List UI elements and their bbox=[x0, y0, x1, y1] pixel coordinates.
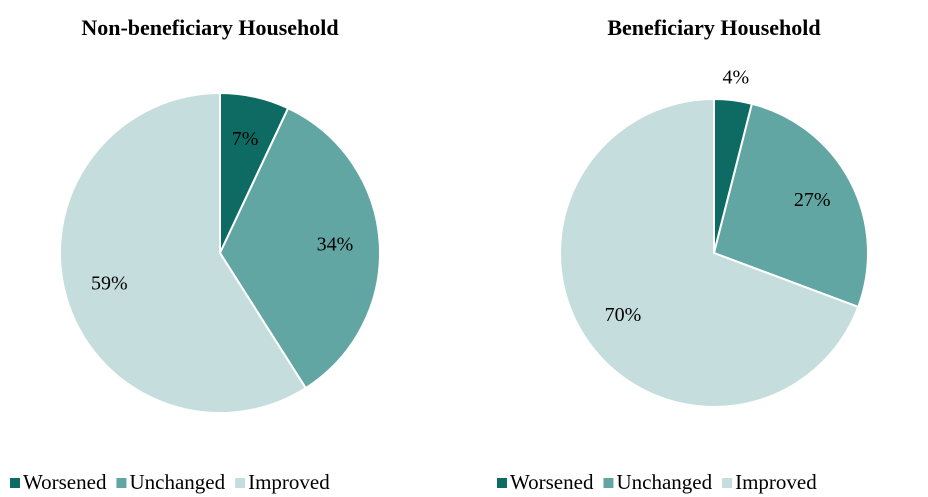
legend-label: Worsened bbox=[510, 470, 594, 494]
legend-swatch bbox=[603, 478, 614, 488]
legend-label: Improved bbox=[735, 470, 817, 494]
legend-swatch bbox=[116, 478, 127, 488]
data-label: 70% bbox=[605, 304, 642, 326]
data-label: 34% bbox=[317, 233, 354, 255]
pie-slice bbox=[218, 106, 381, 390]
legend-swatch bbox=[722, 478, 733, 488]
legend-swatch bbox=[497, 478, 507, 488]
data-label: 7% bbox=[232, 128, 259, 150]
legend-label: Unchanged bbox=[129, 470, 225, 494]
legend-swatch bbox=[235, 478, 246, 488]
data-label: 27% bbox=[794, 189, 831, 211]
pie-slice bbox=[59, 91, 308, 414]
legend-label: Worsened bbox=[23, 470, 107, 494]
pie-slice bbox=[559, 97, 860, 408]
legend-label: Unchanged bbox=[616, 470, 712, 494]
pie-slice bbox=[712, 102, 869, 309]
data-label: 59% bbox=[91, 273, 128, 295]
legend-swatch bbox=[10, 478, 20, 488]
chart-title: Beneficiary Household bbox=[607, 15, 820, 40]
legend-label: Improved bbox=[248, 470, 330, 494]
data-label: 4% bbox=[722, 66, 749, 88]
chart-title: Non-beneficiary Household bbox=[81, 15, 338, 40]
